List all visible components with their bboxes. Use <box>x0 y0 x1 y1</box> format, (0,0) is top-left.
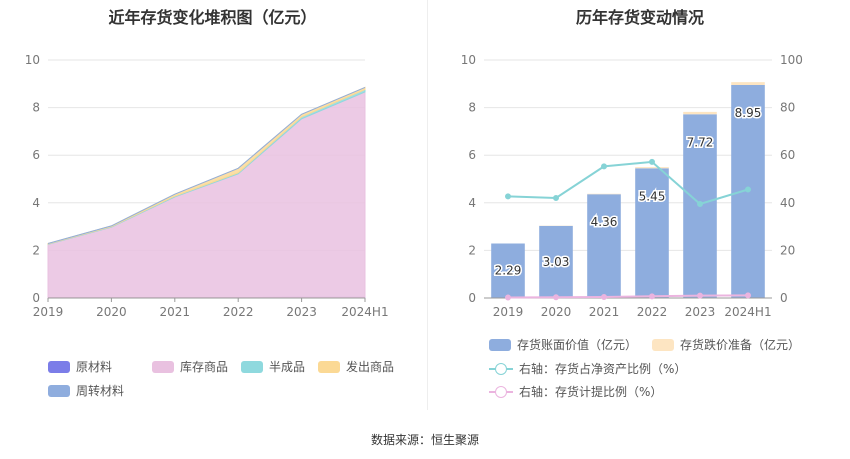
point-ratio-net-assets <box>505 193 511 200</box>
bar-data-label: 5.45 <box>639 189 666 203</box>
bar-impairment <box>731 82 765 85</box>
legend-label: 周转材料 <box>76 384 125 398</box>
left-y-tick-label: 0 <box>32 291 40 305</box>
point-ratio-net-assets <box>697 200 703 207</box>
right-y-tick-label: 4 <box>468 196 476 210</box>
right-y-tick-label: 10 <box>461 53 476 67</box>
legend-label: 存货账面价值（亿元） <box>517 338 638 352</box>
point-provision-ratio <box>601 294 607 301</box>
legend-swatch <box>241 361 263 373</box>
left-legend-item[interactable]: 发出商品 <box>318 359 394 375</box>
right-y2-tick-label: 80 <box>780 101 795 115</box>
area-series-4 <box>47 86 366 244</box>
legend-label: 右轴：存货计提比例（%） <box>519 385 663 399</box>
left-legend-item[interactable]: 半成品 <box>241 359 305 375</box>
right-x-tick-label: 2022 <box>637 305 668 319</box>
left-y-tick-label: 8 <box>32 101 40 115</box>
bar-data-label: 7.72 <box>687 135 714 149</box>
left-x-tick-label: 2021 <box>160 305 191 319</box>
right-y2-tick-label: 0 <box>780 291 788 305</box>
point-provision-ratio <box>553 294 559 301</box>
bar-data-label: 4.36 <box>591 215 618 229</box>
legend-label: 原材料 <box>76 360 113 374</box>
left-y-tick-label: 6 <box>32 148 40 162</box>
point-provision-ratio <box>697 292 703 299</box>
legend-label: 存货跌价准备（亿元） <box>680 338 801 352</box>
data-source-note: 数据来源：恒生聚源 <box>370 433 479 447</box>
bar-data-label: 3.03 <box>543 255 570 269</box>
bar-data-label: 8.95 <box>735 106 762 120</box>
bar-book-value <box>491 243 525 298</box>
bar-book-value <box>539 225 573 298</box>
chart-divider <box>427 0 428 410</box>
legend-swatch <box>652 339 674 351</box>
right-y2-tick-label: 40 <box>780 196 795 210</box>
bar-impairment <box>635 167 669 169</box>
right-x-tick-label: 2021 <box>589 305 620 319</box>
point-provision-ratio <box>505 294 511 301</box>
bar-impairment <box>683 111 717 115</box>
right-legend-item[interactable]: 存货账面价值（亿元） <box>489 337 637 353</box>
bar-data-label: 2.29 <box>495 264 522 278</box>
bar-book-value <box>635 168 669 298</box>
right-y-tick-label: 8 <box>468 101 476 115</box>
point-provision-ratio <box>649 293 655 300</box>
left-y-tick-label: 4 <box>32 196 40 210</box>
right-x-tick-label: 2024H1 <box>724 305 771 319</box>
right-y2-tick-label: 20 <box>780 243 795 257</box>
legend-swatch <box>48 361 70 373</box>
legend-label: 发出商品 <box>346 360 395 374</box>
left-x-tick-label: 2023 <box>286 305 317 319</box>
right-legend-item[interactable]: 右轴：存货计提比例（%） <box>489 384 662 400</box>
left-y-tick-label: 10 <box>25 53 40 67</box>
legend-label: 右轴：存货占净资产比例（%） <box>519 362 687 376</box>
right-y-tick-label: 0 <box>468 291 476 305</box>
area-series-1 <box>47 91 366 298</box>
left-y-tick-label: 2 <box>32 243 40 257</box>
left-x-tick-label: 2019 <box>33 305 64 319</box>
legend-label: 半成品 <box>269 360 306 374</box>
right-x-tick-label: 2020 <box>541 305 572 319</box>
left-x-tick-label: 2020 <box>96 305 127 319</box>
legend-label: 库存商品 <box>180 360 229 374</box>
right-y-tick-label: 6 <box>468 148 476 162</box>
left-legend-item[interactable]: 周转材料 <box>48 383 124 399</box>
point-ratio-net-assets <box>745 186 751 193</box>
legend-swatch <box>318 361 340 373</box>
left-chart-title: 近年存货变化堆积图（亿元） <box>108 8 317 27</box>
legend-swatch <box>489 339 511 351</box>
point-ratio-net-assets <box>601 163 607 170</box>
left-x-tick-label: 2022 <box>223 305 254 319</box>
legend-swatch <box>489 363 513 375</box>
right-y2-tick-label: 100 <box>780 53 803 67</box>
line-ratio-net-assets <box>507 160 749 206</box>
left-legend-item[interactable]: 库存商品 <box>152 359 228 375</box>
right-chart-title: 历年存货变动情况 <box>575 8 704 27</box>
line-provision-ratio <box>507 294 749 299</box>
bar-book-value <box>587 194 621 298</box>
right-x-tick-label: 2019 <box>493 305 524 319</box>
point-provision-ratio <box>745 292 751 299</box>
right-legend-item[interactable]: 存货跌价准备（亿元） <box>652 337 800 353</box>
right-y-tick-label: 2 <box>468 243 476 257</box>
right-y2-tick-label: 60 <box>780 148 795 162</box>
point-ratio-net-assets <box>553 195 559 202</box>
right-legend-item[interactable]: 右轴：存货占净资产比例（%） <box>489 361 686 377</box>
legend-swatch <box>48 385 70 397</box>
left-x-tick-label: 2024H1 <box>341 305 388 319</box>
legend-swatch <box>489 386 513 398</box>
point-ratio-net-assets <box>649 158 655 165</box>
legend-swatch <box>152 361 174 373</box>
right-x-tick-label: 2023 <box>685 305 716 319</box>
left-legend-item[interactable]: 原材料 <box>48 359 112 375</box>
